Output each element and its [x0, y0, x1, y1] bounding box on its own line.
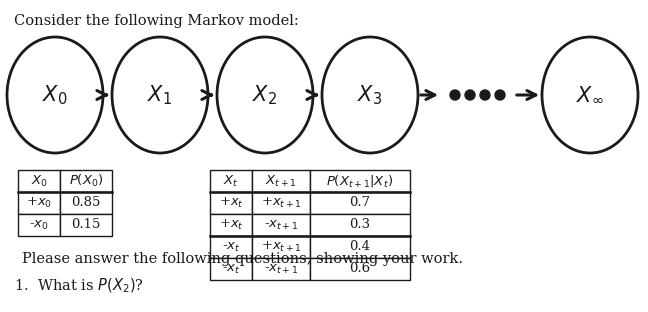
Text: 0.4: 0.4 [349, 241, 371, 253]
Text: +$x_0$: +$x_0$ [26, 196, 52, 210]
Text: $X_1$: $X_1$ [148, 83, 172, 107]
Text: +$x_{t+1}$: +$x_{t+1}$ [260, 240, 301, 254]
Bar [252, 170, 310, 192]
Bar [252, 192, 310, 214]
Circle shape [465, 90, 475, 100]
Text: 1.  What is $P(X_2)$?: 1. What is $P(X_2)$? [14, 277, 144, 295]
Ellipse shape [7, 37, 103, 153]
Bar [252, 214, 310, 236]
Text: -$x_{t+1}$: -$x_{t+1}$ [264, 262, 298, 275]
Text: $X_\infty$: $X_\infty$ [576, 85, 604, 105]
Text: -$x_{t+1}$: -$x_{t+1}$ [264, 218, 298, 232]
Text: $X_3$: $X_3$ [358, 83, 382, 107]
Text: -$x_0$: -$x_0$ [29, 218, 49, 232]
Text: $X_0$: $X_0$ [30, 173, 47, 188]
Ellipse shape [112, 37, 208, 153]
Text: Please answer the following questions, showing your work.: Please answer the following questions, s… [22, 252, 463, 266]
Ellipse shape [322, 37, 418, 153]
Text: 0.15: 0.15 [71, 218, 100, 232]
Bar [310, 236, 410, 258]
Bar [210, 258, 252, 280]
Text: -$x_t$: -$x_t$ [222, 241, 240, 254]
Bar [252, 258, 310, 280]
Circle shape [495, 90, 505, 100]
Circle shape [480, 90, 490, 100]
Bar [310, 192, 410, 214]
Text: $P(X_{t+1}|X_t)$: $P(X_{t+1}|X_t)$ [327, 173, 393, 189]
Text: $X_t$: $X_t$ [223, 173, 238, 188]
Bar [252, 236, 310, 258]
Text: $X_0$: $X_0$ [42, 83, 68, 107]
Circle shape [450, 90, 460, 100]
Text: +$x_{t+1}$: +$x_{t+1}$ [260, 196, 301, 210]
Bar [18, 170, 60, 192]
Bar [210, 192, 252, 214]
Bar [60, 214, 112, 236]
Text: -$x_t$: -$x_t$ [222, 262, 240, 275]
Text: $X_{t+1}$: $X_{t+1}$ [265, 173, 297, 188]
Text: 0.85: 0.85 [71, 197, 100, 209]
Ellipse shape [217, 37, 313, 153]
Bar [310, 258, 410, 280]
Bar [210, 214, 252, 236]
Bar [60, 192, 112, 214]
Text: 0.3: 0.3 [349, 218, 371, 232]
Text: +$x_t$: +$x_t$ [218, 218, 244, 232]
Text: 0.6: 0.6 [349, 262, 371, 275]
Bar [18, 214, 60, 236]
Bar [310, 214, 410, 236]
Text: 0.7: 0.7 [349, 197, 371, 209]
Ellipse shape [542, 37, 638, 153]
Bar [310, 170, 410, 192]
Bar [210, 236, 252, 258]
Bar [18, 192, 60, 214]
Text: Consider the following Markov model:: Consider the following Markov model: [14, 14, 299, 28]
Bar [210, 170, 252, 192]
Text: $X_2$: $X_2$ [253, 83, 277, 107]
Text: $P(X_0)$: $P(X_0)$ [69, 173, 103, 189]
Bar [60, 170, 112, 192]
Text: +$x_t$: +$x_t$ [218, 196, 244, 210]
